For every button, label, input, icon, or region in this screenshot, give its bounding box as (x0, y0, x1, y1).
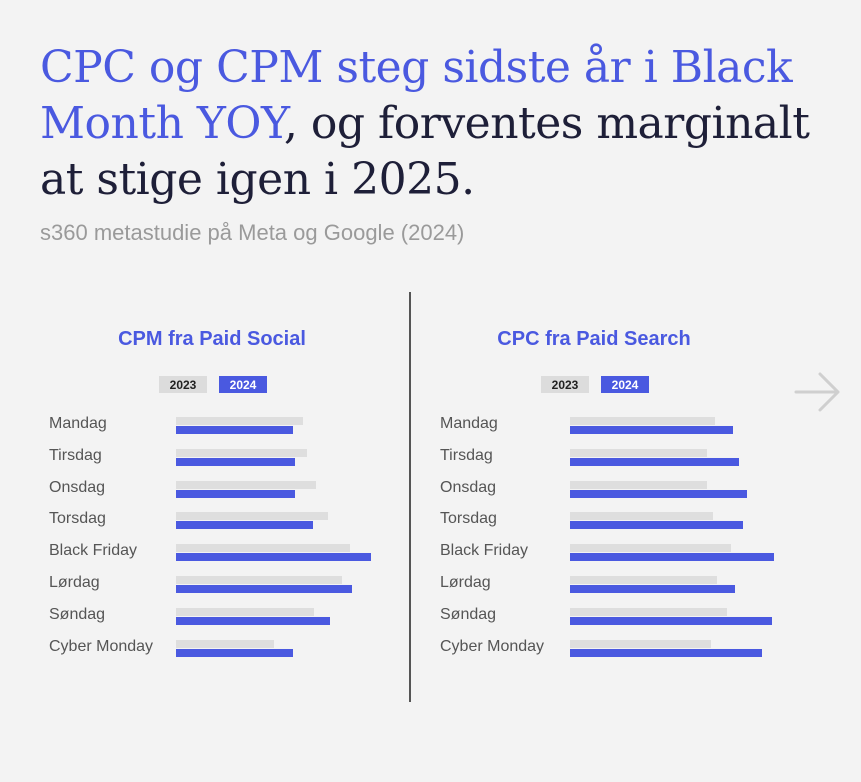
bar-2024-cyber-monday (176, 648, 293, 657)
divider (409, 292, 411, 702)
bar-2024-søndag (570, 616, 772, 625)
bar-2024-mandag (570, 426, 733, 434)
category-label: Lørdag (49, 574, 100, 591)
bar-2024-tirsdag (570, 457, 739, 466)
category-label: Cyber Monday (440, 637, 545, 655)
bar-2023-tirsdag (570, 448, 707, 457)
bar-2023-mandag (176, 417, 303, 425)
bar-2023-torsdag (176, 512, 328, 521)
category-label: Tirsdag (440, 446, 493, 464)
bar-2023-cyber-monday (570, 639, 711, 648)
category-label: Torsdag (49, 510, 106, 528)
bar-2023-lørdag (570, 576, 717, 584)
bar-2024-black-friday (176, 553, 371, 562)
headline: CPC og CPM steg sidste år i Black Month … (40, 40, 840, 208)
bar-2024-torsdag (570, 521, 743, 530)
bar-2023-torsdag (570, 512, 713, 521)
category-label: Onsdag (49, 478, 106, 496)
bar-2023-søndag (176, 607, 314, 616)
legend-2024: 2024 (219, 376, 267, 393)
bar-2024-lørdag (570, 585, 735, 593)
bar-2024-mandag (176, 426, 293, 434)
bar-2024-cyber-monday (570, 648, 762, 657)
legend-2023: 2023 (541, 376, 589, 393)
category-label: Torsdag (440, 510, 497, 528)
bar-2024-søndag (176, 616, 330, 625)
bar-2023-cyber-monday (176, 639, 274, 648)
bar-2024-lørdag (176, 585, 352, 593)
category-label: Black Friday (440, 542, 529, 560)
bar-2023-onsdag (570, 480, 707, 489)
category-label: Mandag (49, 415, 107, 432)
bar-2023-lørdag (176, 576, 342, 584)
bar-2024-black-friday (570, 553, 774, 562)
bar-2023-black-friday (176, 544, 350, 553)
headline-rest: , og forventes marginalt at stige igen i… (40, 98, 810, 205)
bar-2023-søndag (570, 607, 727, 616)
category-label: Mandag (440, 415, 498, 432)
bar-2023-onsdag (176, 480, 316, 489)
chart-title: CPC fra Paid Search (497, 328, 691, 350)
category-label: Tirsdag (49, 446, 102, 464)
bar-2023-tirsdag (176, 448, 307, 457)
category-label: Søndag (49, 605, 106, 623)
bar-2023-black-friday (570, 544, 731, 553)
bar-2024-onsdag (176, 489, 295, 498)
headline-highlight: CPC og CPM steg sidste år i Black Month … (40, 42, 793, 149)
bar-2023-mandag (570, 417, 715, 425)
subtitle: s360 metastudie på Meta og Google (2024) (40, 220, 465, 245)
category-label: Black Friday (49, 542, 138, 560)
category-label: Søndag (440, 605, 497, 623)
category-label: Onsdag (440, 478, 497, 496)
bar-2024-onsdag (570, 489, 747, 498)
category-label: Cyber Monday (49, 637, 154, 655)
arrow-right-icon[interactable] (790, 364, 846, 420)
legend-2024: 2024 (601, 376, 649, 393)
category-label: Lørdag (440, 574, 491, 591)
bar-2024-tirsdag (176, 457, 295, 466)
bar-2024-torsdag (176, 521, 313, 530)
legend-2023: 2023 (159, 376, 207, 393)
chart-title: CPM fra Paid Social (118, 328, 306, 350)
